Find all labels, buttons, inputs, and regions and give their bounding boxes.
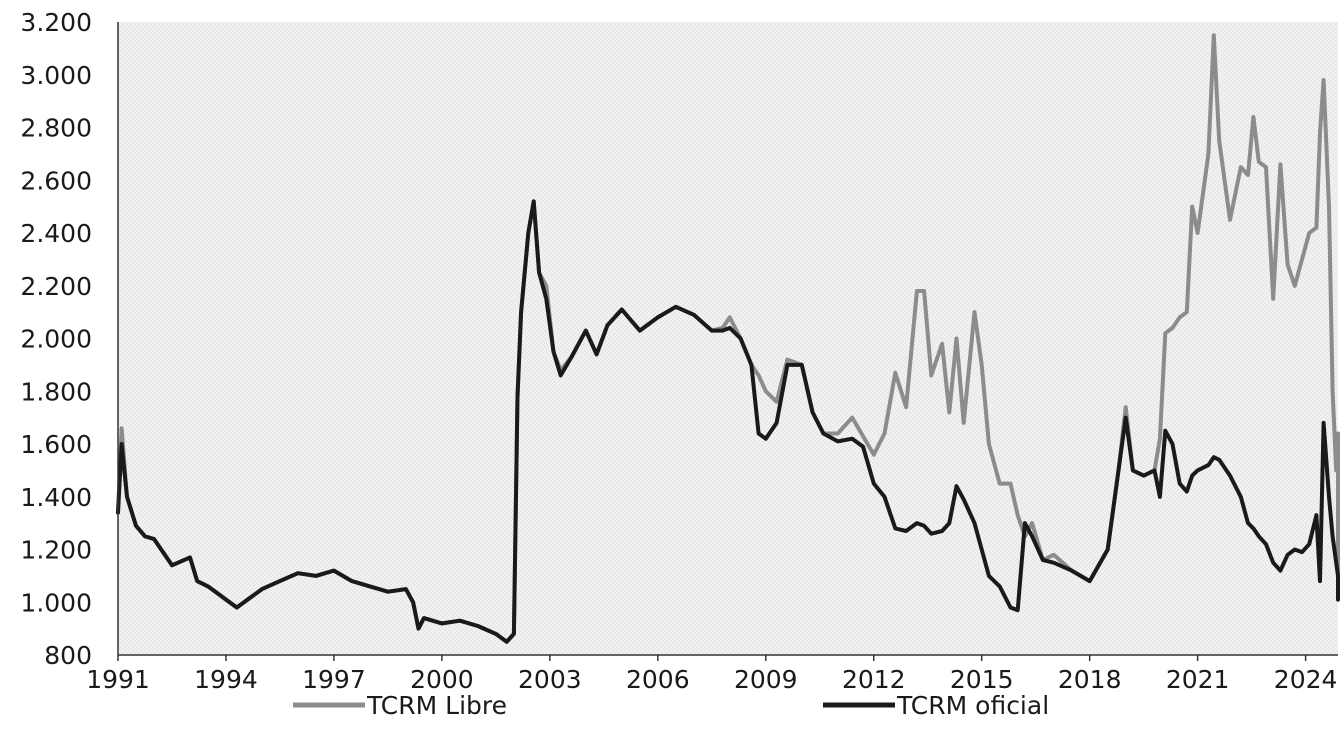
y-tick-label: 1.400 <box>20 483 92 512</box>
x-tick-label: 2024 <box>1274 665 1338 694</box>
x-tick-label: 1994 <box>194 665 258 694</box>
x-tick-label: 2000 <box>410 665 474 694</box>
series-line-tcrm-oficial <box>116 199 1340 644</box>
y-tick-label: 2.800 <box>20 114 92 143</box>
y-tick-label: 2.400 <box>20 219 92 248</box>
x-tick-label: 1997 <box>302 665 366 694</box>
x-tick-label: 1991 <box>86 665 150 694</box>
x-tick-label: 2018 <box>1058 665 1122 694</box>
x-tick-label: 2015 <box>950 665 1014 694</box>
y-tick-label: 1.600 <box>20 430 92 459</box>
x-tick-label: 2012 <box>842 665 906 694</box>
legend: TCRM Libre TCRM oficial <box>293 691 1049 720</box>
legend-label: TCRM Libre <box>366 691 507 720</box>
x-tick-label: 2021 <box>1166 665 1230 694</box>
x-tick-label: 2009 <box>734 665 798 694</box>
y-tick-label: 1.000 <box>20 588 92 617</box>
y-tick-label: 1.800 <box>20 377 92 406</box>
plot-area <box>118 22 1338 655</box>
x-tick-label: 2006 <box>626 665 690 694</box>
y-tick-label: 3.200 <box>20 8 92 37</box>
y-tick-label: 800 <box>44 641 92 670</box>
series-lines <box>116 33 1340 644</box>
y-tick-label: 1.200 <box>20 536 92 565</box>
y-axis-ticks: 800 1.000 1.200 1.400 1.600 1.800 2.000 2.200 2.… <box>20 8 92 670</box>
y-tick-label: 3.000 <box>20 61 92 90</box>
legend-label: TCRM oficial <box>896 691 1049 720</box>
x-tick-label: 2003 <box>518 665 582 694</box>
x-axis-ticks: 1991 1994 1997 2000 2003 2006 2009 2012 2015 2018… <box>86 655 1337 694</box>
y-tick-label: 2.200 <box>20 272 92 301</box>
y-tick-label: 2.600 <box>20 166 92 195</box>
y-tick-label: 2.000 <box>20 325 92 354</box>
